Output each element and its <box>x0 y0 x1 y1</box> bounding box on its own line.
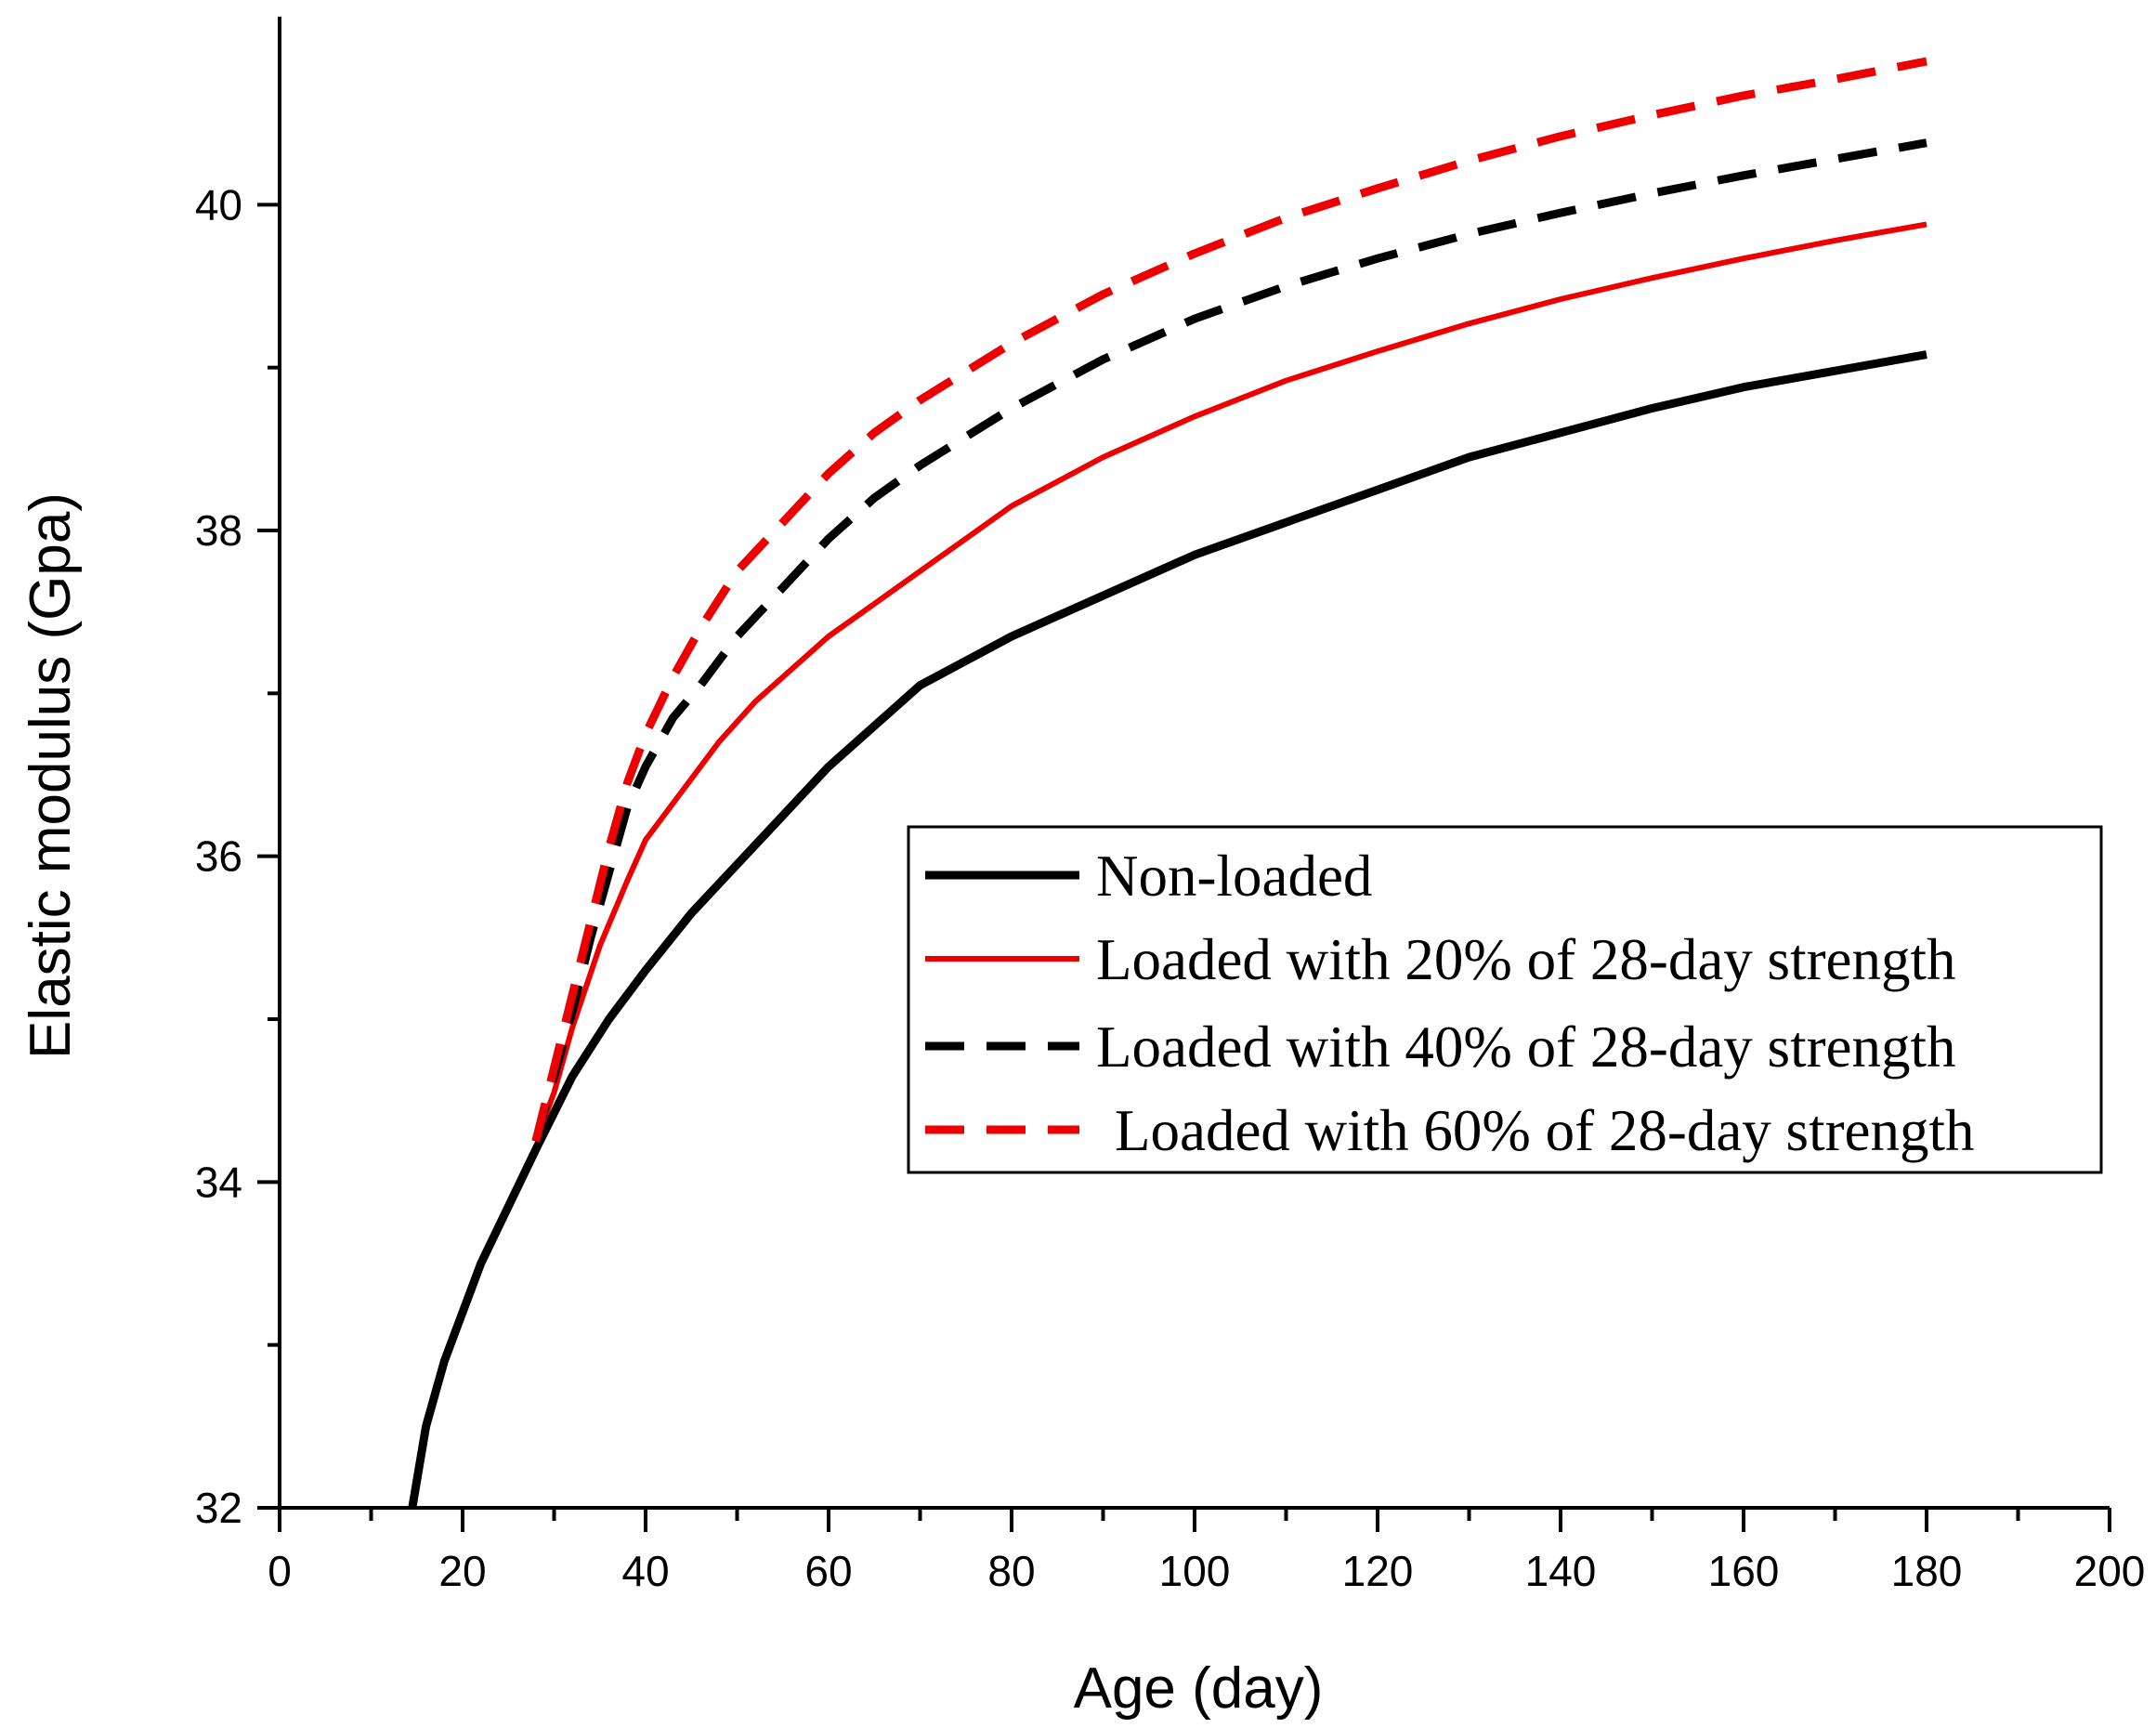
x-tick-label: 120 <box>1342 1547 1414 1595</box>
x-tick-label: 140 <box>1525 1547 1597 1595</box>
x-tick-label: 40 <box>621 1547 669 1595</box>
x-tick-label: 180 <box>1891 1547 1963 1595</box>
x-tick-label: 60 <box>804 1547 852 1595</box>
x-tick-label: 80 <box>987 1547 1035 1595</box>
x-axis-title: Age (day) <box>1074 1656 1324 1721</box>
legend-label-non-loaded: Non-loaded <box>1096 844 1372 909</box>
series-line-non-loaded <box>408 350 1927 1509</box>
x-tick-label: 200 <box>2074 1547 2146 1595</box>
y-axis-title: Elastic modulus (Gpa) <box>19 492 83 1059</box>
legend-label-40: Loaded with 40% of 28-day strength <box>1096 1015 1956 1080</box>
x-tick-label: 20 <box>438 1547 486 1595</box>
series-layer <box>408 57 1927 1509</box>
legend-box <box>907 825 2103 1174</box>
x-tick-label: 100 <box>1159 1547 1231 1595</box>
y-tick-label: 32 <box>195 1484 242 1532</box>
x-tick-label: 160 <box>1708 1547 1780 1595</box>
series-line-loaded-60 <box>531 57 1927 1143</box>
y-tick-label: 38 <box>195 506 242 555</box>
y-tick-label: 36 <box>195 832 242 881</box>
y-tick-label: 40 <box>195 180 242 229</box>
legend-label-60: Loaded with 60% of 28-day strength <box>1115 1098 1975 1163</box>
series-line-loaded-20 <box>532 221 1927 1143</box>
x-tick-label: 0 <box>268 1547 292 1595</box>
axis-ticks: 0 20 40 60 80 100 120 140 160 180 200 32 34 36 38 40 <box>195 180 2146 1595</box>
series-line-loaded-40 <box>531 138 1927 1143</box>
legend-label-20: Loaded with 20% of 28-day strength <box>1096 927 1956 992</box>
legend: Non-loaded Loaded with 20% of 28-day str… <box>907 825 2103 1174</box>
y-tick-label: 34 <box>195 1158 242 1206</box>
